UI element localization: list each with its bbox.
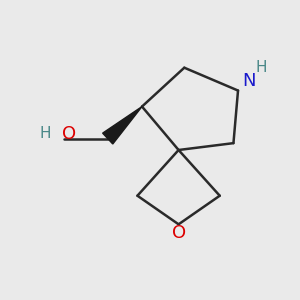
Text: H: H bbox=[39, 127, 51, 142]
Text: N: N bbox=[243, 72, 256, 90]
Text: O: O bbox=[62, 125, 76, 143]
Text: O: O bbox=[172, 224, 186, 242]
Polygon shape bbox=[103, 106, 142, 144]
Text: H: H bbox=[255, 60, 267, 75]
